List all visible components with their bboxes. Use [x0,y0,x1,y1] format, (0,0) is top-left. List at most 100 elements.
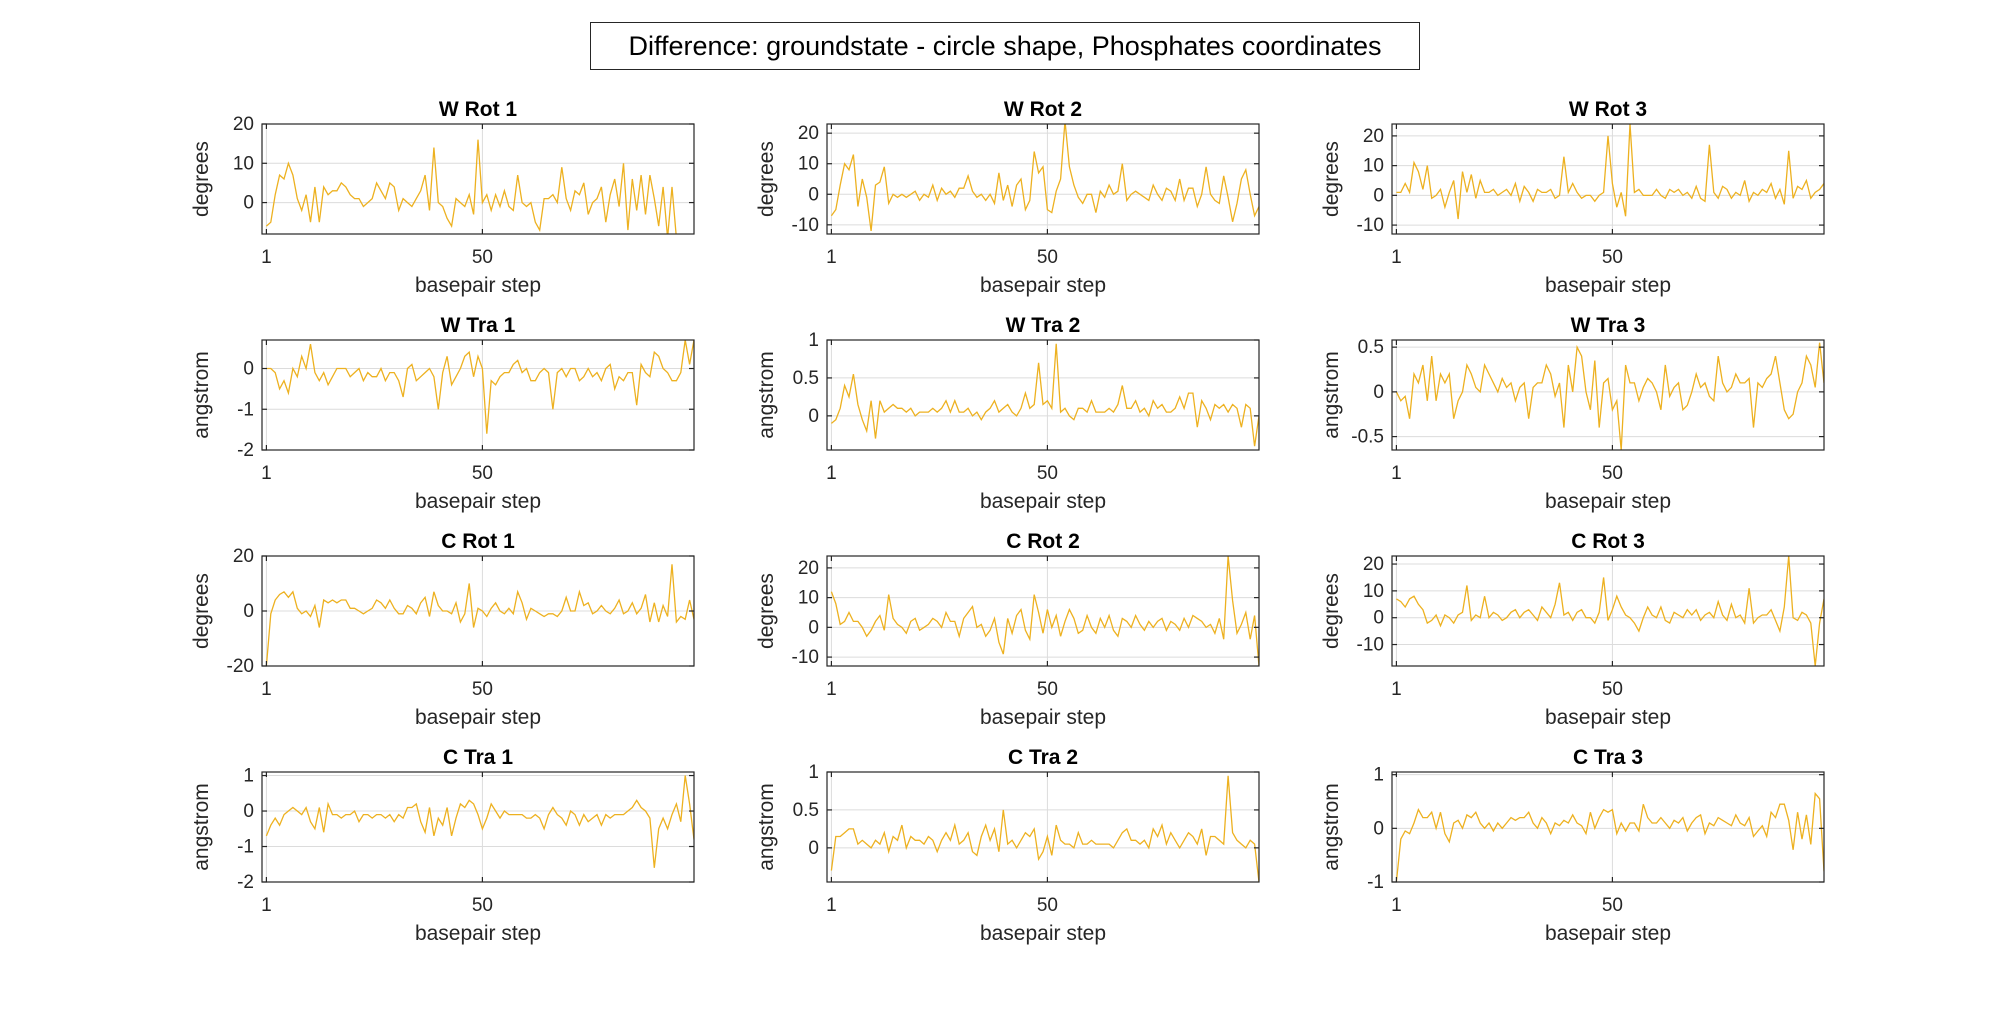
y-tick-label: 20 [1363,126,1384,147]
x-tick-label: 1 [826,895,837,916]
y-tick-label: 20 [1363,554,1384,575]
y-tick-label: 20 [233,114,254,135]
x-tick-label: 1 [826,679,837,700]
x-axis-label: basepair step [980,706,1106,729]
axes-box [261,771,695,883]
y-axis-label: degrees [755,141,778,217]
y-tick-label: -2 [237,440,254,461]
y-axis-label: degrees [190,573,213,649]
series-line [266,340,694,434]
x-tick-label: 50 [1037,895,1058,916]
subplot-title: C Rot 1 [441,530,515,553]
y-tick-label: 0 [1373,382,1384,403]
subplot-8: 1 50 -10 0 10 20 C Rot 2 basepair step degrees [755,530,1260,729]
y-axis-label: degrees [755,573,778,649]
x-tick-label: 50 [1602,247,1623,268]
y-tick-label: 1 [243,766,254,787]
plot-area [827,340,1259,450]
plot-area [1392,772,1824,882]
y-tick-label: 0 [808,838,819,859]
x-tick-label: 50 [1602,679,1623,700]
y-tick-label: 0 [243,193,254,214]
y-tick-label: -10 [792,647,819,668]
series-line [1395,342,1824,450]
y-axis-label: angstrom [190,783,213,871]
x-axis-label: basepair step [1545,274,1671,297]
x-axis-label: basepair step [1545,490,1671,513]
plot-area [827,124,1259,234]
series-line [1395,791,1824,882]
series-line [1396,124,1824,220]
x-tick-label: 1 [261,895,272,916]
subplot-title: W Rot 2 [1004,98,1082,121]
y-tick-label: 0 [808,617,819,638]
plot-area [827,556,1259,666]
y-tick-label: 0 [808,406,819,427]
subplot-title: C Tra 3 [1573,746,1643,769]
x-tick-label: 50 [1602,463,1623,484]
axes-box [1391,123,1825,235]
x-axis-label: basepair step [415,706,541,729]
series-line [265,139,677,234]
plot-area [262,772,694,882]
subplot-11: 1 50 0 0.5 1 C Tra 2 basepair step angstrom [755,746,1260,945]
subplot-12: 1 50 -1 0 1 C Tra 3 basepair step angstrom [1320,746,1825,945]
y-tick-label: -1 [237,837,254,858]
x-axis-label: basepair step [980,274,1106,297]
y-tick-label: 10 [1363,581,1384,602]
subplot-title: W Rot 1 [439,98,517,121]
plot-area [1392,556,1824,666]
series-line [830,775,1259,882]
y-tick-label: -10 [1357,635,1384,656]
axes-box [1391,555,1825,667]
y-tick-label: 0 [808,184,819,205]
y-axis-label: angstrom [755,351,778,439]
x-tick-label: 50 [1037,679,1058,700]
subplot-2: 1 50 -10 0 10 20 W Rot 2 basepair step degrees [755,98,1260,297]
y-tick-label: 0 [243,801,254,822]
axes-box [826,339,1260,451]
y-tick-label: 1 [808,762,819,783]
plot-area [827,772,1259,882]
subplot-title: W Tra 3 [1571,314,1646,337]
x-tick-label: 1 [1391,679,1402,700]
y-tick-label: 1 [808,330,819,351]
y-axis-label: degrees [190,141,213,217]
x-tick-label: 50 [472,679,493,700]
x-axis-label: basepair step [980,922,1106,945]
y-tick-label: 0 [1373,608,1384,629]
x-tick-label: 1 [1391,895,1402,916]
x-axis-label: basepair step [415,922,541,945]
subplot-7: 1 50 -20 0 20 C Rot 1 basepair step degrees [190,530,695,729]
subplot-5: 1 50 0 0.5 1 W Tra 2 basepair step angstrom [755,314,1260,513]
subplot-3: 1 50 -10 0 10 20 W Rot 3 basepair step degrees [1320,98,1825,297]
subplot-title: W Tra 2 [1006,314,1081,337]
subplot-4: 1 50 -2 -1 0 W Tra 1 basepair step angstrom [190,314,695,513]
y-tick-label: -10 [792,215,819,236]
y-tick-label: 20 [798,123,819,144]
axes-box [826,123,1260,235]
y-tick-label: -2 [237,872,254,893]
y-tick-label: 0.5 [793,368,819,389]
x-tick-label: 1 [826,463,837,484]
y-axis-label: angstrom [755,783,778,871]
subplot-title: C Tra 1 [443,746,513,769]
subplot-title: W Tra 1 [441,314,516,337]
subplot-10: 1 50 -2 -1 0 1 C Tra 1 basepair step angstrom [190,746,695,945]
y-axis-label: angstrom [1320,351,1343,439]
x-axis-label: basepair step [1545,706,1671,729]
y-axis-label: degrees [1320,573,1343,649]
x-tick-label: 50 [472,463,493,484]
x-tick-label: 50 [472,895,493,916]
y-tick-label: 0 [243,359,254,380]
y-tick-label: 0 [243,601,254,622]
y-axis-label: angstrom [1320,783,1343,871]
x-tick-label: 1 [826,247,837,268]
plot-area [1392,340,1824,450]
y-tick-label: 20 [798,558,819,579]
x-axis-label: basepair step [415,274,541,297]
series-line [830,343,1259,447]
y-tick-label: -10 [1357,215,1384,236]
y-tick-label: 10 [798,154,819,175]
